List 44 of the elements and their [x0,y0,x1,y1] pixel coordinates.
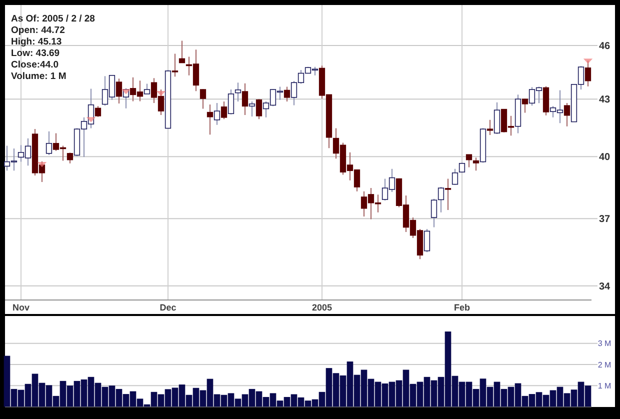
candlestick [94,106,102,118]
candlestick [444,178,452,211]
candlestick [424,228,430,253]
candlestick [228,89,234,115]
candlestick [200,88,206,110]
y-tick-label: 37 [598,214,610,226]
annotation: As Of: 2005 / 2 / 28 [11,13,95,24]
candlestick [178,40,186,64]
candlestick [284,86,290,102]
x-tick-label: Feb [454,302,470,313]
candlestick [494,102,500,135]
candlestick [248,100,256,117]
y-tick-label: 46 [598,40,610,52]
annotation: Low: 43.69 [11,48,60,59]
annotation: Open: 44.72 [11,24,65,36]
x-tick-label: Nov [12,302,30,313]
candlestick [220,100,228,120]
candlestick [522,98,528,114]
candlestick [234,82,242,102]
candlestick [472,157,480,172]
candlestick [256,98,262,120]
candlestick [452,168,458,186]
y-tick-label: 1 M [598,381,612,390]
candlestick [66,152,74,164]
candlestick [206,104,214,136]
candlestick [214,102,220,126]
candlestick [172,53,178,78]
x-tick-label: 2005 [312,302,332,313]
y-tick-label: 2 M [598,360,612,370]
y-tick-label: 34 [598,281,610,292]
candlestick [242,82,248,116]
candlestick [116,78,122,104]
candlestick [144,83,150,94]
annotation: Volume: 1 M [11,70,66,82]
x-tick-label: Dec [160,302,176,313]
candlestick [486,119,494,136]
annotation: High: 45.13 [11,36,62,48]
candlestick [46,130,52,156]
annotation: Close:44.0 [11,59,59,70]
y-tick-label: 40 [598,152,610,164]
y-tick-label: 3 M [598,339,612,348]
candlestick [466,154,472,168]
y-tick-label: 43 [598,94,610,106]
candlestick [564,102,570,127]
